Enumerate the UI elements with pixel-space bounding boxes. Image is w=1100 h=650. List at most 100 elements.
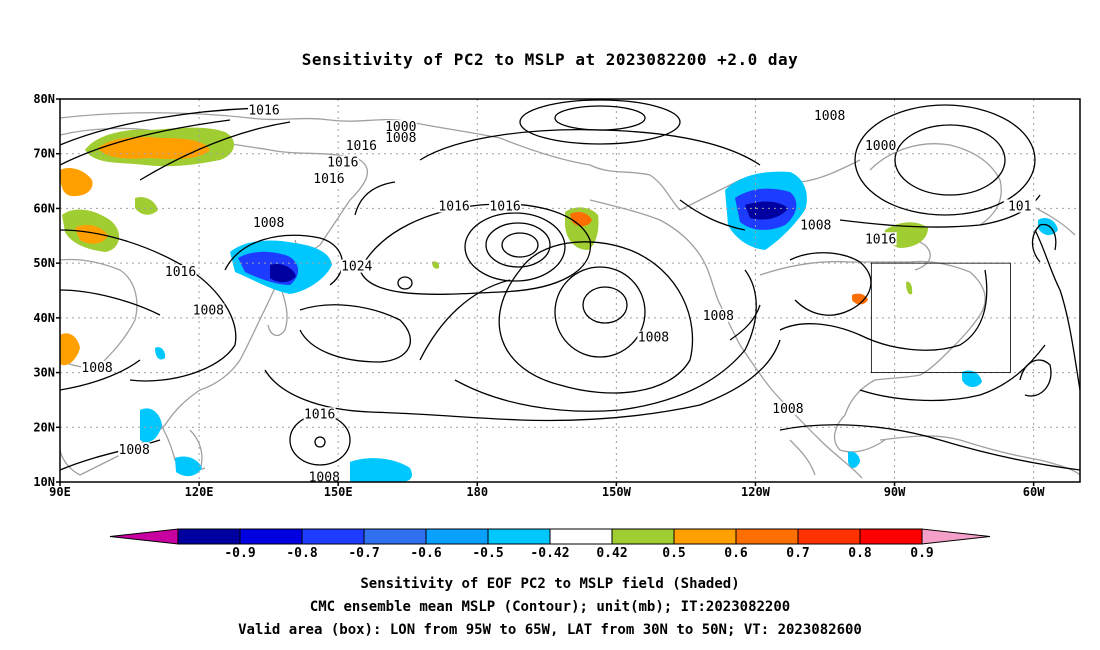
colorbar-low-triangle [109,528,179,545]
contour-label: 1024 [341,260,372,275]
lat-label: 10N [33,475,55,489]
contour-label-bg [192,303,225,317]
colorbar-label: 0.5 [662,546,685,561]
lat-label: 70N [33,147,55,161]
longitude-labels: 90E 120E 150E 180 150W 120W 90W 60W [49,482,1045,499]
colorbar-label: 0.9 [910,546,933,561]
contour-label: 1016 [327,156,358,171]
caption-shaded: Sensitivity of EOF PC2 to MSLP field (Sh… [360,576,740,592]
contour-label-bg [340,259,373,273]
latitude-labels: 80N 70N 60N 50N 40N 30N 20N 10N [33,92,60,489]
colorbar-segment [673,528,737,545]
colorbar-segment [549,528,613,545]
colorbar-segment [301,528,365,545]
contour-label: 1016 [165,265,196,280]
colorbar-label: -0.5 [472,546,503,561]
colorbar-label: -0.8 [286,546,317,561]
contour-label-bg [637,330,670,344]
contour-label-bg [702,308,735,322]
contour-label: 1008 [193,303,224,318]
contour-label-bg [864,232,897,246]
lat-label: 20N [33,420,55,434]
plot-frame [59,98,1081,483]
contour-label-bg [345,139,378,153]
contour-label-bg [118,442,151,456]
colorbar [109,528,991,545]
contour-label-bg [771,401,804,415]
colorbar-label: 0.42 [596,546,627,561]
contour-label: 1016 [248,104,279,119]
contour-label: 101 [1008,199,1031,214]
contour-label-bg [489,199,522,213]
contour-label: 1016 [438,199,469,214]
colorbar-high-triangle [921,528,991,545]
lon-label: 120W [741,485,771,499]
colorbar-label: -0.42 [530,546,569,561]
contour-label-bg [248,103,280,117]
contour-label: 1008 [814,109,845,124]
contour-label: 1016 [346,139,377,154]
contour-label-bg [799,218,832,232]
lat-label: 80N [33,92,55,106]
colorbar-segment [487,528,551,545]
colorbar-label: 0.6 [724,546,748,561]
contour-label-bg [384,120,417,134]
contour-label-bg [813,109,846,123]
contour-label-bg [864,139,897,153]
contour-label: 1008 [772,402,803,417]
sensitivity-shading [60,127,1058,482]
contour-label: 1016 [304,407,335,422]
lat-label: 50N [33,256,55,270]
lat-label: 40N [33,311,55,325]
contour-label-bg [312,172,345,186]
contour-label: 1008 [253,216,284,231]
lon-label: 120E [185,485,214,499]
colorbar-segment [859,528,923,545]
contour-label: 1008 [309,470,340,485]
contour-label: 1008 [119,443,150,458]
caption-contour: CMC ensemble mean MSLP (Contour); unit(m… [309,599,791,615]
colorbar-labels: -0.9 -0.8 -0.7 -0.6 -0.5 -0.42 0.42 0.5 0.6 0.7 0.… [224,546,933,561]
lat-label: 60N [33,201,55,215]
contour-label: 1008 [638,331,669,346]
contour-label: 1008 [703,309,734,324]
contour-label-bg [252,215,285,229]
contour-label-bg [438,199,471,213]
map-title: Sensitivity of PC2 to MSLP at 2023082200… [301,50,799,69]
lon-label: 180 [466,485,488,499]
colorbar-segment [239,528,303,545]
contour-label: 1016 [313,172,344,187]
colorbar-segment [177,528,241,545]
mslp-contours [60,99,1080,471]
colorbar-label: 0.8 [848,546,872,561]
lon-label: 90E [49,485,71,499]
lon-label: 90W [884,485,906,499]
colorbar-segment [797,528,861,545]
contour-label: 1008 [81,361,112,376]
lon-label: 150E [324,485,353,499]
caption-valid-area: Valid area (box): LON from 95W to 65W, L… [238,622,862,638]
contour-label: 1016 [865,232,896,247]
lon-label: 60W [1023,485,1045,499]
contour-label-bg [164,265,197,279]
contour-label-bg [303,407,336,421]
valid-area-box [870,262,1011,373]
colorbar-segment [735,528,799,545]
contour-label-bg [308,470,341,482]
contour-label-bg [326,155,359,169]
colorbar-label: -0.7 [348,546,379,561]
contour-label-bg [81,360,114,374]
colorbar-segment [611,528,675,545]
contour-label: 1000 [865,139,896,154]
contour-label: 1016 [489,199,520,214]
colorbar-label: -0.9 [224,546,255,561]
colorbar-segment [363,528,427,545]
contour-label: 1008 [800,219,831,234]
lat-label: 30N [33,366,55,380]
colorbar-label: -0.6 [410,546,441,561]
colorbar-label: 0.7 [786,546,809,561]
contour-label: 1008 [385,131,416,146]
